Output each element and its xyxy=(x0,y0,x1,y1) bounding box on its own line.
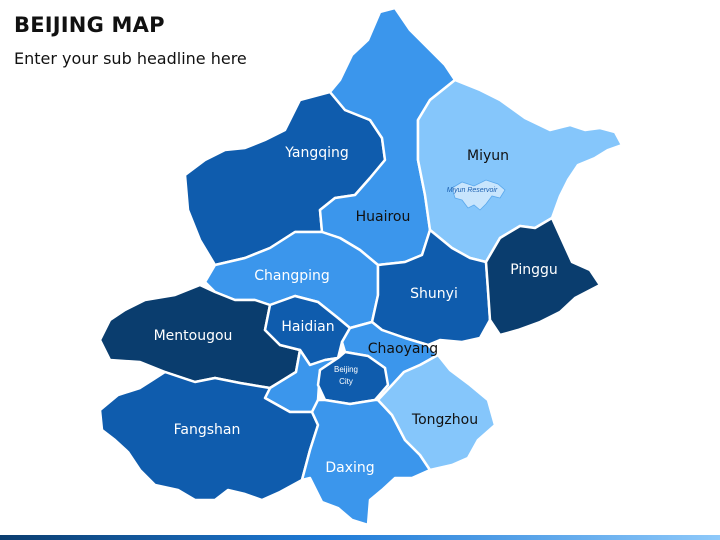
label-shunyi: Shunyi xyxy=(410,286,458,302)
miyun-reservoir xyxy=(451,179,506,211)
region-miyun[interactable] xyxy=(416,78,624,264)
label-haidian: Haidian xyxy=(281,319,334,335)
region-pinggu[interactable] xyxy=(484,216,602,337)
label-huairou: Huairou xyxy=(356,209,411,225)
page-subtitle: Enter your sub headline here xyxy=(14,49,247,68)
label-changping: Changping xyxy=(254,268,330,284)
label-beijing-city-line1: Beijing xyxy=(334,365,358,374)
label-miyun-reservoir: Miyun Reservoir xyxy=(447,187,498,194)
label-chaoyang: Chaoyang xyxy=(368,341,438,357)
label-beijing-city-line2: City xyxy=(339,377,353,386)
bottom-gradient-bar xyxy=(0,535,720,540)
label-miyun: Miyun xyxy=(467,148,509,164)
label-yanqing: Yangqing xyxy=(284,145,349,161)
region-tongzhou[interactable] xyxy=(376,353,497,472)
label-tongzhou: Tongzhou xyxy=(411,412,478,428)
label-fangshan: Fangshan xyxy=(174,422,241,438)
region-daxing[interactable] xyxy=(300,398,432,527)
label-mentougou: Mentougou xyxy=(154,328,233,344)
label-pinggu: Pinggu xyxy=(510,262,558,278)
page-title: BEIJING MAP xyxy=(14,13,165,37)
label-daxing: Daxing xyxy=(325,460,374,476)
